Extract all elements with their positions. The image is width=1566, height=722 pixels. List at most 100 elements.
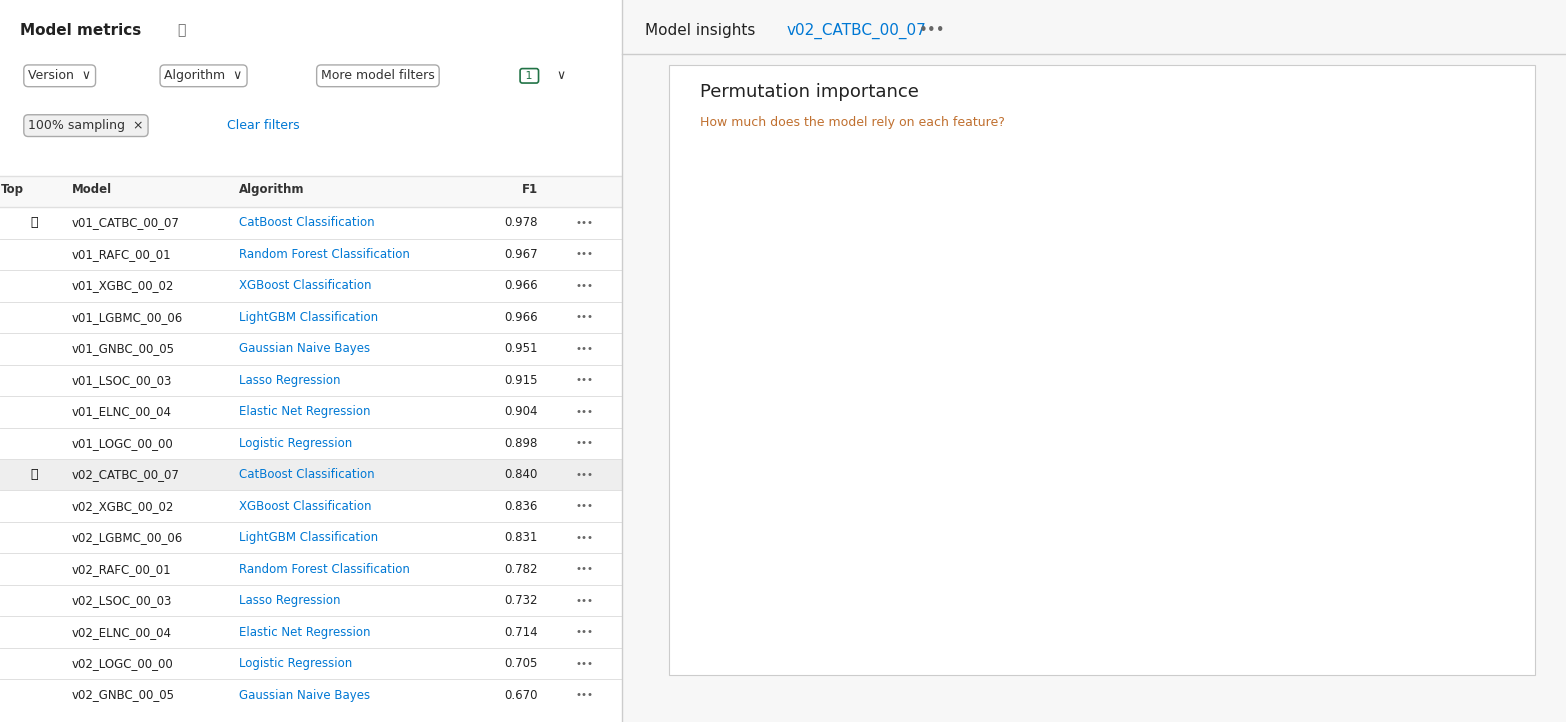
Text: •••: ••• [575, 658, 594, 669]
Text: •••: ••• [919, 23, 946, 38]
Text: Lasso Regression: Lasso Regression [240, 594, 341, 607]
Text: 0.836: 0.836 [504, 500, 537, 513]
Text: 100% sampling  ×: 100% sampling × [28, 119, 144, 132]
Text: •••: ••• [575, 406, 594, 417]
Text: •••: ••• [575, 564, 594, 574]
Text: •••: ••• [575, 344, 594, 354]
Text: ⓘ: ⓘ [177, 23, 185, 37]
Text: 0.966: 0.966 [504, 279, 537, 292]
Text: v02_CATBC_00_07: v02_CATBC_00_07 [786, 23, 926, 39]
Text: v02_CATBC_00_07: v02_CATBC_00_07 [72, 468, 180, 481]
Text: Version  ∨: Version ∨ [28, 69, 91, 82]
Text: Model: Model [72, 183, 111, 196]
Text: 0.782: 0.782 [504, 562, 537, 575]
Text: v02_XGBC_00_02: v02_XGBC_00_02 [72, 500, 174, 513]
Text: 🏆: 🏆 [30, 217, 38, 230]
Bar [849, 151, 1361, 167]
Bar [0, 459, 622, 490]
Text: Elastic Net Regression: Elastic Net Regression [240, 625, 371, 638]
Bar [849, 380, 893, 396]
Text: •••: ••• [575, 218, 594, 228]
Text: v02_LSOC_00_03: v02_LSOC_00_03 [72, 594, 172, 607]
Text: •••: ••• [575, 438, 594, 448]
Text: 0.978: 0.978 [504, 217, 537, 230]
Text: •••: ••• [575, 249, 594, 259]
Text: v01_GNBC_00_05: v01_GNBC_00_05 [72, 342, 174, 355]
Bar [849, 552, 853, 567]
Text: v02_LGBMC_00_06: v02_LGBMC_00_06 [72, 531, 183, 544]
Bar [849, 323, 974, 339]
Text: v02_ELNC_00_04: v02_ELNC_00_04 [72, 625, 172, 638]
Text: Permutation importance: Permutation importance [700, 83, 919, 101]
Text: 0.840: 0.840 [504, 468, 537, 481]
Text: 0.732: 0.732 [504, 594, 537, 607]
Text: LightGBM Classification: LightGBM Classification [240, 531, 379, 544]
Text: v01_ELNC_00_04: v01_ELNC_00_04 [72, 405, 172, 418]
Bar [849, 237, 1242, 253]
Text: Model insights: Model insights [645, 23, 755, 38]
Text: Gaussian Naive Bayes: Gaussian Naive Bayes [240, 689, 371, 702]
Text: v01_LOGC_00_00: v01_LOGC_00_00 [72, 437, 174, 450]
Text: •••: ••• [575, 690, 594, 700]
Bar [849, 409, 888, 425]
Text: •••: ••• [575, 281, 594, 291]
Bar [849, 438, 877, 453]
Bar [849, 180, 1351, 195]
Text: XGBoost Classification: XGBoost Classification [240, 279, 371, 292]
Bar [849, 523, 860, 539]
Text: More model filters: More model filters [321, 69, 435, 82]
Bar [849, 352, 955, 367]
Text: Algorithm  ∨: Algorithm ∨ [164, 69, 243, 82]
X-axis label: Influence: Influence [1151, 619, 1209, 632]
Text: 0.966: 0.966 [504, 311, 537, 324]
Text: •••: ••• [575, 596, 594, 606]
Bar [849, 208, 1286, 224]
Text: Algorithm: Algorithm [240, 183, 305, 196]
Text: v02_GNBC_00_05: v02_GNBC_00_05 [72, 689, 174, 702]
Text: 0.904: 0.904 [504, 405, 537, 418]
Text: •••: ••• [575, 470, 594, 479]
Text: v01_RAFC_00_01: v01_RAFC_00_01 [72, 248, 171, 261]
Text: Logistic Regression: Logistic Regression [240, 437, 352, 450]
Text: 🏆: 🏆 [30, 468, 38, 481]
Bar [849, 266, 1052, 281]
Text: 0.898: 0.898 [504, 437, 537, 450]
Bar [849, 294, 1030, 310]
Text: v02_RAFC_00_01: v02_RAFC_00_01 [72, 562, 171, 575]
Text: v01_XGBC_00_02: v01_XGBC_00_02 [72, 279, 174, 292]
Text: Clear filters: Clear filters [227, 119, 299, 132]
Text: 0.831: 0.831 [504, 531, 537, 544]
Text: XGBoost Classification: XGBoost Classification [240, 500, 371, 513]
Text: •••: ••• [575, 375, 594, 386]
Text: ∨: ∨ [556, 69, 565, 82]
Text: v02_LOGC_00_00: v02_LOGC_00_00 [72, 657, 174, 670]
Text: 0.915: 0.915 [504, 374, 537, 387]
Bar [849, 466, 874, 482]
Text: F1: F1 [521, 183, 537, 196]
Text: Logistic Regression: Logistic Regression [240, 657, 352, 670]
Text: Random Forest Classification: Random Forest Classification [240, 562, 410, 575]
Text: Gaussian Naive Bayes: Gaussian Naive Bayes [240, 342, 371, 355]
Text: CatBoost Classification: CatBoost Classification [240, 468, 374, 481]
Text: 1: 1 [523, 71, 536, 81]
Text: 0.951: 0.951 [504, 342, 537, 355]
Text: •••: ••• [575, 533, 594, 543]
Text: 0.670: 0.670 [504, 689, 537, 702]
Text: How much does the model rely on each feature?: How much does the model rely on each fea… [700, 116, 1005, 129]
Text: v01_LSOC_00_03: v01_LSOC_00_03 [72, 374, 172, 387]
Text: v01_LGBMC_00_06: v01_LGBMC_00_06 [72, 311, 183, 324]
Text: 0.967: 0.967 [504, 248, 537, 261]
Text: •••: ••• [575, 313, 594, 322]
Text: Elastic Net Regression: Elastic Net Regression [240, 405, 371, 418]
Text: LightGBM Classification: LightGBM Classification [240, 311, 379, 324]
Text: Random Forest Classification: Random Forest Classification [240, 248, 410, 261]
Bar [0, 175, 622, 207]
Text: •••: ••• [575, 627, 594, 637]
Text: 0.714: 0.714 [504, 625, 537, 638]
Text: Top: Top [2, 183, 23, 196]
Text: 0.705: 0.705 [504, 657, 537, 670]
Text: Lasso Regression: Lasso Regression [240, 374, 341, 387]
Text: Model metrics: Model metrics [20, 23, 141, 38]
Text: v01_CATBC_00_07: v01_CATBC_00_07 [72, 217, 180, 230]
Text: CatBoost Classification: CatBoost Classification [240, 217, 374, 230]
